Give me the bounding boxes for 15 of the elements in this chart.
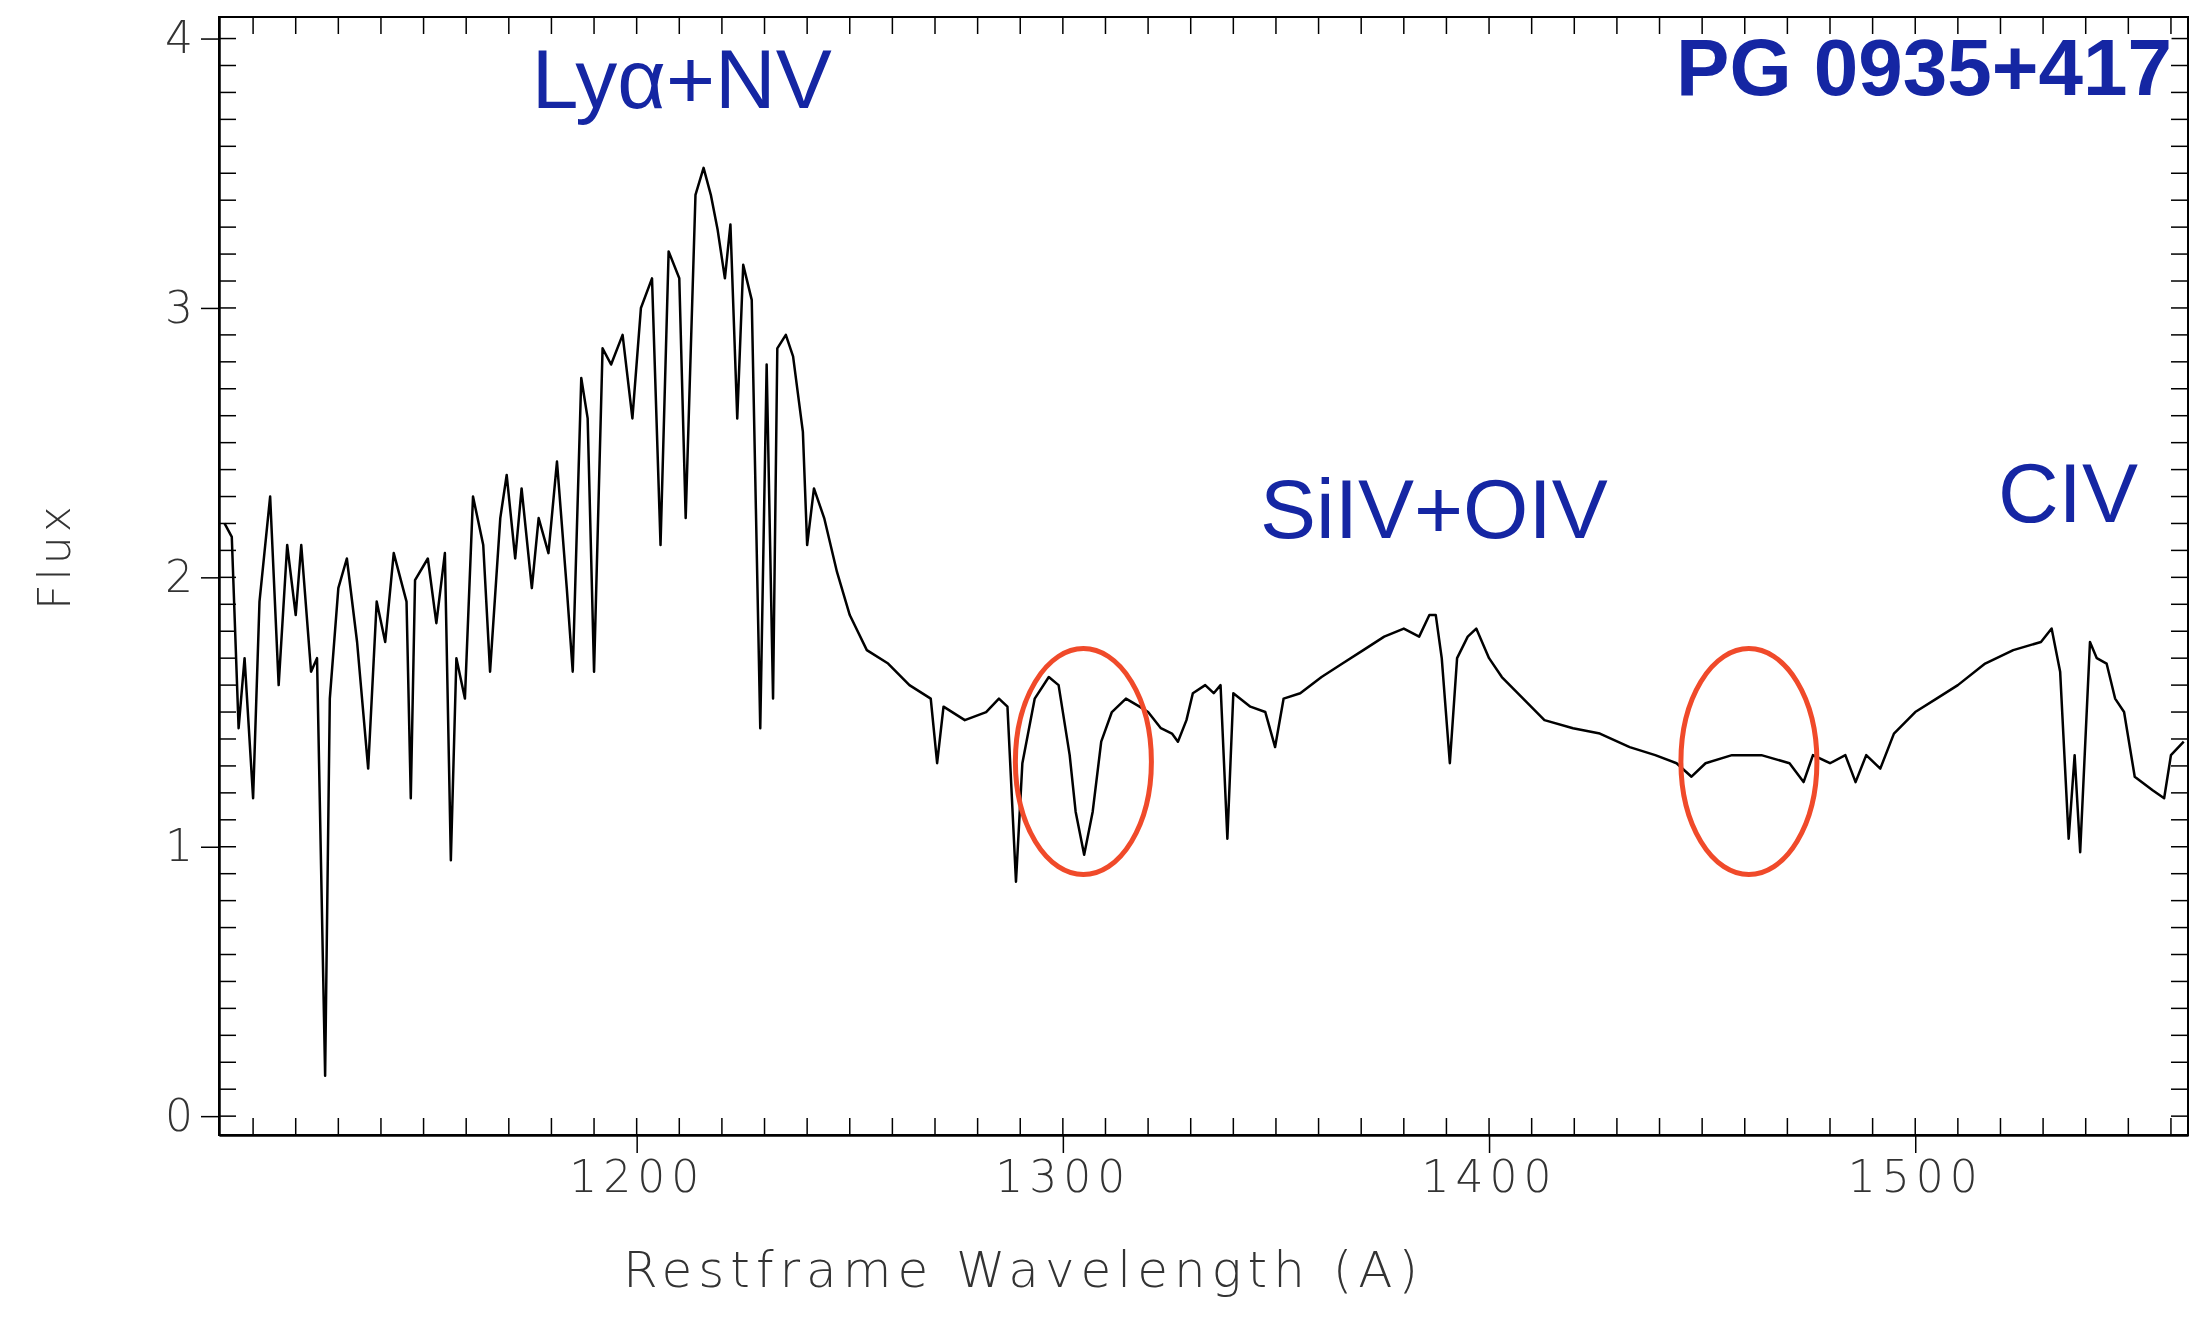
x-axis-title: Restframe Wavelength (A) [622,1241,1425,1299]
annotation: Lyα+NV [531,31,832,126]
x-tick-label: 1300 [995,1151,1132,1203]
y-axis-title: Flux [29,502,80,610]
y-tick-label: 3 [165,281,193,333]
x-tick-label: 1500 [1847,1151,1984,1203]
y-tick-label: 2 [165,550,193,602]
x-tick-label: 1400 [1421,1151,1558,1203]
annotation: SiIV+OIV [1259,462,1608,557]
y-tick-label: 4 [165,12,193,64]
annotation: CIV [1997,445,2138,540]
chart-title: PG 0935+417 [1676,23,2172,112]
x-tick-label: 1200 [569,1151,706,1203]
y-tick-label: 0 [165,1089,193,1141]
y-tick-label: 1 [165,820,193,872]
